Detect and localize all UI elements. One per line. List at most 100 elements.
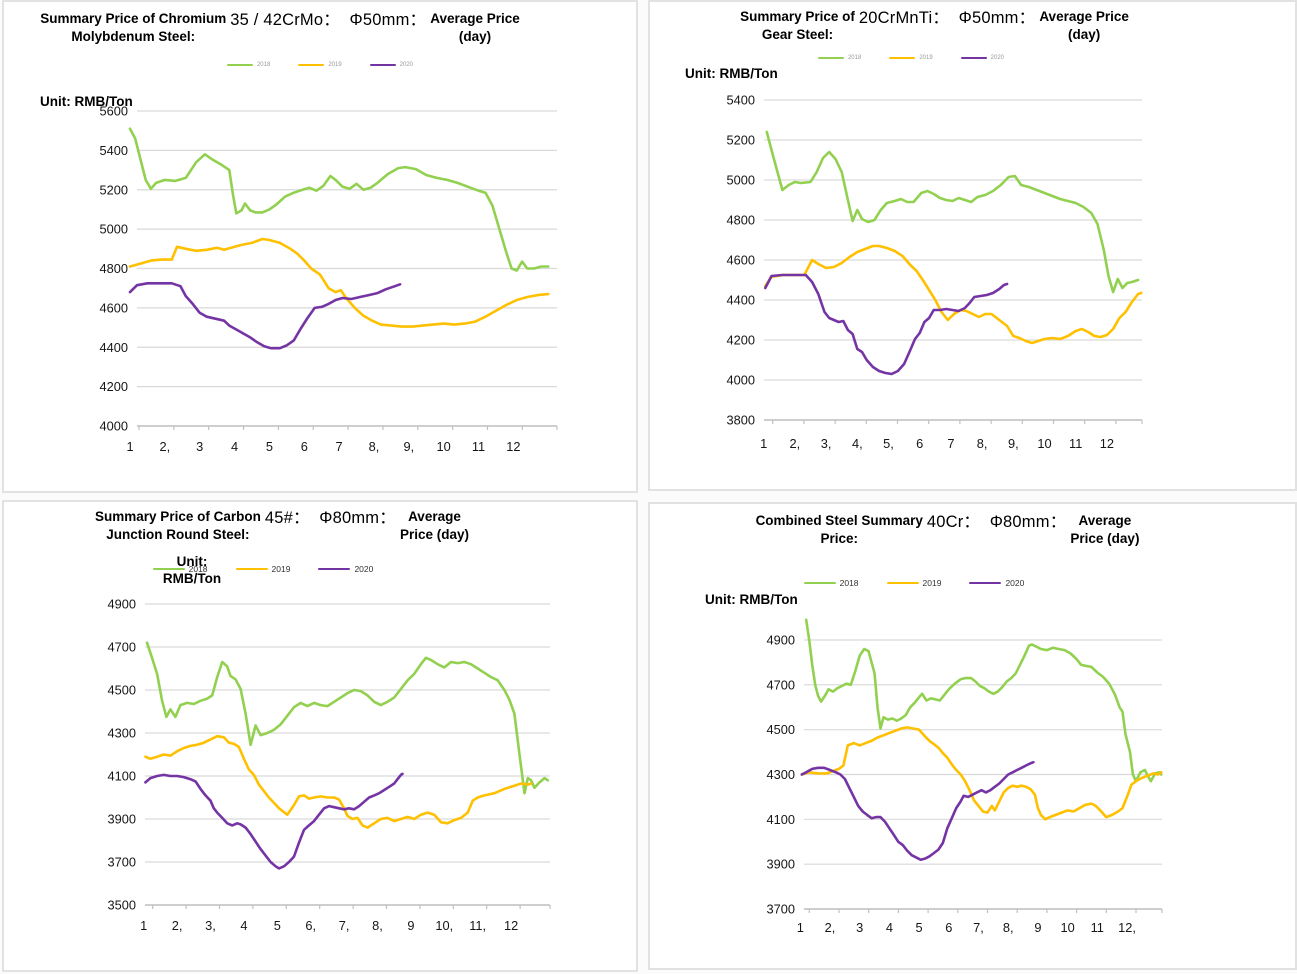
legend-line-swatch	[226, 64, 253, 66]
series-line-2019	[800, 726, 1163, 821]
series-line-2020	[144, 772, 404, 870]
legend-line-swatch	[318, 567, 351, 571]
x-axis-tick-label: 10	[1037, 436, 1051, 451]
y-axis-tick-label: 4600	[100, 300, 128, 315]
chart-legend: 2018 2019 2020	[650, 55, 1295, 61]
legend-line-swatch	[298, 64, 325, 66]
chart-panel-gear-steel: Summary Price of Gear Steel: 20CrMnTi： Φ…	[648, 0, 1297, 491]
y-axis-tick-label: 3800	[727, 413, 755, 428]
series-line-2019	[144, 734, 533, 829]
y-axis-tick-label: 3700	[108, 855, 136, 870]
chart-title: Summary Price of Carbon Junction Round S…	[4, 508, 636, 543]
x-axis-tick-label: 10,	[435, 918, 453, 933]
chart-title-spec: 20CrMnTi： Φ50mm：	[858, 9, 1036, 27]
x-axis-tick-label: 1	[797, 920, 804, 935]
x-axis-tick-label: 9	[407, 918, 414, 933]
legend-item-2020: 2020	[369, 62, 413, 68]
x-axis-tick-label: 12	[1100, 436, 1114, 451]
chart-title-spec: 35 / 42CrMo： Φ50mm：	[230, 11, 427, 29]
x-axis-tick-label: 1	[126, 439, 133, 454]
y-axis-tick-label: 5400	[100, 143, 128, 158]
y-axis-tick-label: 3700	[767, 902, 795, 917]
y-axis-tick-label: 4400	[100, 340, 128, 355]
y-axis-tick-label: 4300	[108, 726, 136, 741]
y-axis-tick-label: 3900	[108, 812, 136, 827]
x-axis-tick-label: 4	[240, 918, 247, 933]
y-axis-tick-label: 4000	[100, 419, 128, 434]
y-axis-tick-label: 4900	[767, 633, 795, 648]
series-line-2019	[128, 237, 550, 328]
y-axis-tick-label: 5000	[100, 222, 128, 237]
legend-line-swatch	[152, 567, 185, 571]
x-axis-tick-label: 5	[274, 918, 281, 933]
series-line-2018	[145, 641, 550, 795]
y-axis-tick-label: 5400	[727, 93, 755, 108]
y-axis-tick-label: 4200	[100, 379, 128, 394]
legend-item-2019: 2019	[298, 62, 342, 68]
legend-line-swatch	[369, 64, 396, 66]
unit-label: Unit: RMB/Ton	[685, 66, 778, 81]
y-axis-tick-label: 5200	[100, 182, 128, 197]
series-line-2018	[765, 130, 1140, 294]
legend-item-2019: 2019	[886, 578, 942, 588]
chart-title-bold-left: Combined Steel Summary Price:	[755, 513, 923, 546]
y-axis-tick-label: 5200	[727, 133, 755, 148]
legend-line-swatch	[969, 581, 1002, 585]
chart-title-bold-left: Summary Price of Chromium Molybdenum Ste…	[40, 11, 227, 44]
line-chart-chromium-molybdenum: 4000 4200 4400 4600 4800 5000 5200 5400 5600 1 2, 3…	[100, 104, 558, 454]
x-axis-tick-label: 4,	[852, 436, 863, 451]
chart-title-bold-right: Average Price (day)	[1070, 513, 1140, 546]
series-line-2020	[764, 273, 1009, 376]
x-axis-tick-label: 6	[916, 436, 923, 451]
legend-item-2020: 2020	[969, 578, 1024, 588]
series-line-2019	[764, 244, 1143, 345]
x-axis-tick-label: 1	[760, 436, 767, 451]
x-axis-tick-label: 2,	[825, 920, 836, 935]
y-axis-tick-label: 5000	[727, 173, 755, 188]
chart-title-bold-right: Average Price (day)	[430, 11, 520, 44]
x-axis-tick-label: 2,	[790, 436, 801, 451]
x-axis-tick-label: 5	[916, 920, 923, 935]
y-axis-tick-label: 3900	[767, 857, 795, 872]
x-axis-tick-label: 5	[266, 439, 273, 454]
legend-item-2018: 2018	[803, 578, 859, 588]
y-axis-tick-label: 4400	[727, 293, 755, 308]
legend-item-2020: 2020	[318, 564, 373, 574]
x-axis-tick-label: 8,	[372, 918, 383, 933]
x-axis-tick-label: 9,	[403, 439, 414, 454]
legend-label: 2018	[188, 564, 208, 574]
y-axis-tick-label: 4600	[727, 253, 755, 268]
y-axis-tick-label: 4800	[727, 213, 755, 228]
legend-line-swatch	[889, 57, 916, 59]
line-chart-gear-steel: 3800 4000 4200 4400 4600 4800 5000 5200 5400 1 2, 3…	[727, 93, 1143, 451]
y-axis-tick-label: 4500	[767, 722, 795, 737]
y-axis-tick-label: 4700	[108, 640, 136, 655]
chart-title-bold-left: Summary Price of Carbon Junction Round S…	[95, 509, 261, 542]
legend-label: 2019	[919, 55, 933, 61]
chart-title: Combined Steel Summary Price: 40Cr： Φ80m…	[650, 512, 1295, 547]
y-axis-tick-label: 5600	[100, 104, 128, 119]
x-axis-tick-label: 12	[504, 918, 518, 933]
legend-line-swatch	[803, 581, 836, 585]
x-axis-tick-label: 9	[1034, 920, 1041, 935]
legend-label: 2019	[922, 578, 942, 588]
legend-item-2019: 2019	[889, 55, 933, 61]
x-axis-tick-label: 11	[1091, 920, 1104, 935]
chart-legend: 2018 2019 2020	[4, 564, 636, 574]
x-axis-tick-label: 4	[886, 920, 893, 935]
x-axis-tick-label: 4	[231, 439, 238, 454]
y-axis-tick-label: 4100	[108, 769, 136, 784]
chart-panel-chromium-molybdenum: Summary Price of Chromium Molybdenum Ste…	[2, 0, 638, 493]
legend-label: 2018	[847, 55, 862, 61]
x-axis-tick-label: 2,	[160, 439, 171, 454]
x-axis-tick-label: 10	[1060, 920, 1074, 935]
legend-label: 2020	[354, 564, 374, 574]
x-axis-tick-label: 10	[437, 439, 451, 454]
legend-line-swatch	[886, 581, 919, 585]
line-chart-carbon-round-steel: 3500 3700 3900 4100 4300 4500 4700 4900 1 2, 3, 4 5 6…	[108, 597, 551, 933]
unit-label: Unit: RMB/Ton	[705, 592, 798, 607]
x-axis-tick-label: 6	[301, 439, 308, 454]
legend-line-swatch	[817, 57, 844, 59]
legend-item-2018: 2018	[226, 62, 270, 68]
